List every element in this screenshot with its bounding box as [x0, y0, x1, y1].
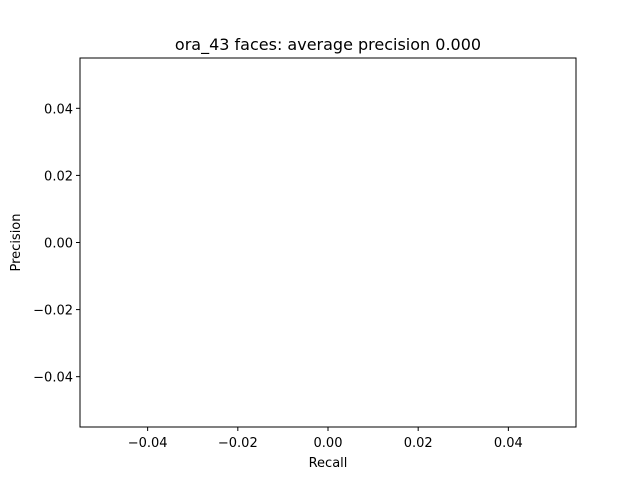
y-tick-label: 0.04: [44, 102, 73, 117]
x-tick-label: −0.04: [128, 436, 168, 451]
x-tick-label: 0.00: [314, 436, 343, 451]
x-tick-label: −0.02: [218, 436, 258, 451]
y-tick-label: 0.00: [44, 237, 73, 252]
plot-area: [79, 57, 577, 428]
y-tick-label: −0.04: [33, 371, 73, 386]
y-axis-label: Precision: [9, 213, 24, 271]
x-axis: −0.04 −0.02 0.00 0.02 0.04: [128, 427, 523, 451]
x-axis-label: Recall: [309, 456, 348, 471]
y-tick-label: 0.02: [44, 169, 73, 184]
y-axis: −0.04 −0.02 0.00 0.02 0.04: [33, 102, 80, 386]
x-tick-label: 0.04: [494, 436, 523, 451]
y-tick-label: −0.02: [33, 304, 73, 319]
x-tick-label: 0.02: [404, 436, 433, 451]
chart-title: ora_43 faces: average precision 0.000: [175, 35, 481, 55]
